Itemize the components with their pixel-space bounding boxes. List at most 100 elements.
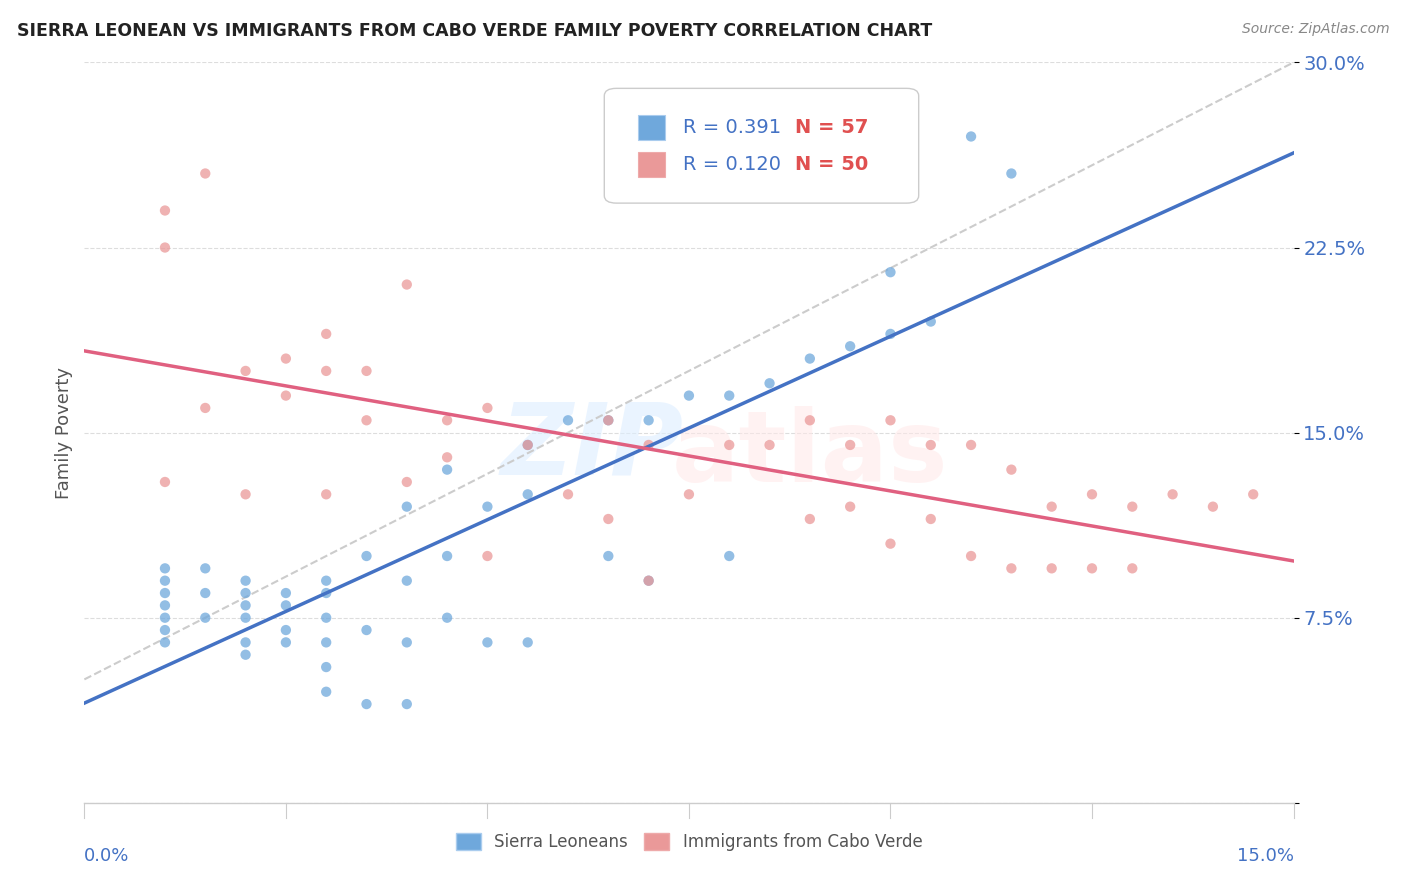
Point [235, 648, 257, 662]
FancyBboxPatch shape [638, 152, 665, 178]
Text: R = 0.391: R = 0.391 [683, 118, 780, 136]
Point [1121, 500, 1143, 514]
Point [315, 586, 337, 600]
Point [153, 599, 176, 613]
Point [799, 512, 821, 526]
Point [477, 401, 499, 415]
Point [1202, 500, 1225, 514]
Point [839, 500, 862, 514]
Point [436, 450, 458, 465]
Point [516, 487, 538, 501]
Point [758, 376, 780, 391]
Text: N = 50: N = 50 [796, 155, 869, 174]
Point [315, 487, 337, 501]
Point [718, 388, 741, 402]
Point [274, 351, 297, 366]
Point [395, 574, 418, 588]
Point [395, 635, 418, 649]
Point [960, 438, 983, 452]
Point [356, 697, 378, 711]
Point [274, 623, 297, 637]
Text: 15.0%: 15.0% [1236, 847, 1294, 865]
Point [678, 487, 700, 501]
Point [315, 364, 337, 378]
Point [194, 586, 217, 600]
Point [235, 599, 257, 613]
Point [920, 512, 942, 526]
Point [1081, 487, 1104, 501]
Point [315, 685, 337, 699]
Text: ZIP: ZIP [501, 399, 683, 496]
Point [839, 339, 862, 353]
Point [153, 586, 176, 600]
Point [799, 351, 821, 366]
Point [637, 438, 659, 452]
Point [194, 166, 217, 180]
Point [516, 635, 538, 649]
Point [235, 586, 257, 600]
Point [315, 610, 337, 624]
Text: atlas: atlas [672, 407, 948, 503]
Point [637, 574, 659, 588]
Point [153, 561, 176, 575]
Point [153, 574, 176, 588]
Point [637, 574, 659, 588]
Point [1000, 462, 1022, 476]
Point [637, 413, 659, 427]
Point [879, 326, 901, 341]
Point [557, 487, 579, 501]
Point [235, 610, 257, 624]
Point [799, 413, 821, 427]
Point [1241, 487, 1264, 501]
Point [516, 438, 538, 452]
Point [477, 635, 499, 649]
Legend: Sierra Leoneans, Immigrants from Cabo Verde: Sierra Leoneans, Immigrants from Cabo Ve… [449, 826, 929, 857]
Point [315, 635, 337, 649]
Point [356, 549, 378, 563]
Point [274, 586, 297, 600]
Point [436, 610, 458, 624]
Point [274, 635, 297, 649]
Point [153, 203, 176, 218]
Point [1161, 487, 1184, 501]
Point [758, 438, 780, 452]
Point [436, 462, 458, 476]
Point [315, 326, 337, 341]
Point [235, 635, 257, 649]
Point [194, 610, 217, 624]
Point [879, 536, 901, 550]
Point [1081, 561, 1104, 575]
Point [1000, 561, 1022, 575]
Point [516, 438, 538, 452]
Point [356, 413, 378, 427]
Point [153, 475, 176, 489]
Point [718, 549, 741, 563]
Point [356, 623, 378, 637]
Point [395, 500, 418, 514]
Point [436, 549, 458, 563]
Point [235, 487, 257, 501]
Point [153, 623, 176, 637]
Point [960, 129, 983, 144]
Point [153, 240, 176, 255]
Point [920, 314, 942, 328]
Point [839, 438, 862, 452]
FancyBboxPatch shape [605, 88, 918, 203]
Point [235, 574, 257, 588]
Text: N = 57: N = 57 [796, 118, 869, 136]
Point [598, 512, 620, 526]
Point [477, 500, 499, 514]
Point [1121, 561, 1143, 575]
Point [274, 599, 297, 613]
Point [598, 413, 620, 427]
Point [194, 401, 217, 415]
FancyBboxPatch shape [638, 114, 665, 140]
Point [879, 265, 901, 279]
Point [1040, 500, 1063, 514]
Point [436, 413, 458, 427]
Point [1000, 166, 1022, 180]
Point [395, 475, 418, 489]
Point [395, 697, 418, 711]
Point [194, 561, 217, 575]
Text: R = 0.120: R = 0.120 [683, 155, 780, 174]
